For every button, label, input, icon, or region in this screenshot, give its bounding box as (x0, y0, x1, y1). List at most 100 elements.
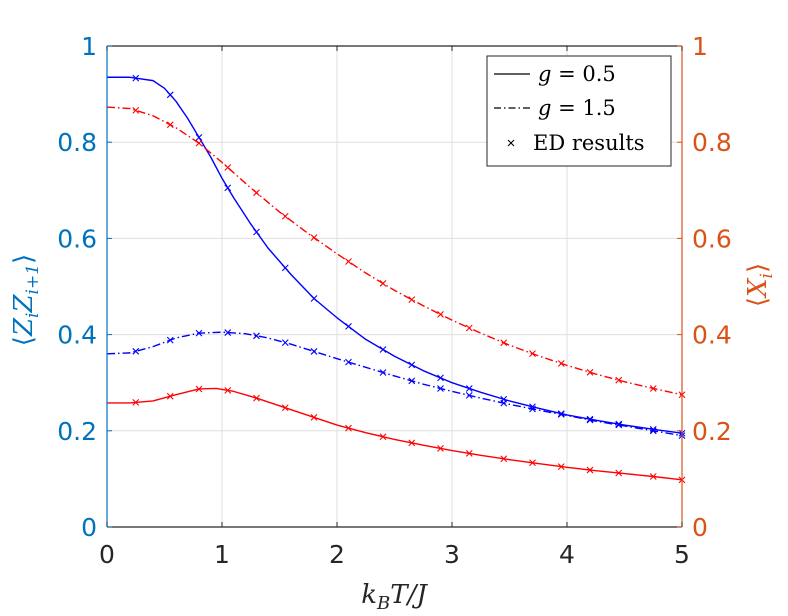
ed-marker-1-8 (379, 369, 387, 376)
ed-marker-3-5 (281, 212, 289, 220)
left-y-label-open: ⟨ (9, 336, 39, 346)
ed-marker-stroke-b (379, 346, 387, 353)
ed-marker-2-13 (529, 459, 536, 467)
ed-marker-stroke-b (379, 369, 387, 376)
ed-marker-1-9 (408, 377, 416, 385)
ed-marker-stroke-b (437, 445, 444, 452)
ed-marker-0-0 (132, 74, 140, 82)
ed-marker-stroke-b (166, 336, 174, 344)
ed-marker-3-4 (253, 189, 260, 197)
ed-marker-1-11 (465, 392, 473, 399)
ed-marker-stroke-b (437, 311, 444, 318)
right-tick-label-5: 1 (692, 32, 708, 61)
ed-marker-stroke-b (557, 360, 565, 367)
ed-marker-0-7 (345, 323, 352, 330)
ed-marker-stroke-b (529, 459, 536, 467)
ed-marker-1-3 (224, 329, 232, 336)
ed-marker-0-8 (379, 346, 387, 353)
ed-marker-0-10 (437, 374, 444, 382)
left-tick-label-2: 0.4 (57, 321, 97, 350)
ed-marker-3-2 (195, 139, 203, 147)
right-y-label-sub: i (757, 273, 777, 278)
right-y-label-close: ⟩ (743, 263, 773, 273)
right-y-label-x: X (743, 277, 773, 299)
left-tick-label-5: 1 (81, 32, 97, 61)
ed-marker-1-4 (253, 332, 260, 340)
ed-marker-0-9 (408, 361, 416, 369)
ed-marker-0-5 (281, 264, 289, 272)
right-tick-label-0: 0 (692, 513, 708, 542)
ed-marker-0-3 (224, 184, 232, 192)
left-y-label-close: ⟩ (9, 254, 39, 264)
right-tick-label-1: 0.2 (692, 417, 732, 446)
x-tick-label-5: 5 (674, 540, 690, 569)
ed-marker-3-6 (310, 234, 318, 242)
ed-marker-stroke-b (310, 295, 318, 302)
ed-marker-0-16 (615, 420, 623, 428)
ed-marker-stroke-b (195, 139, 203, 147)
ed-marker-stroke-b (224, 329, 232, 336)
x-axis-label-k: k (361, 580, 377, 610)
ed-marker-stroke-b (166, 392, 174, 400)
series-line-3 (106, 106, 683, 396)
left-tick-label-1: 0.2 (57, 417, 97, 446)
x-tick-label-2: 2 (329, 540, 345, 569)
ed-marker-stroke-b (253, 332, 260, 340)
ed-marker-stroke-b (437, 374, 444, 382)
left-y-label-sub1: i (23, 313, 43, 318)
ed-marker-stroke-b (408, 296, 416, 303)
ed-marker-stroke-b (615, 421, 623, 429)
ed-marker-3-11 (465, 324, 473, 332)
legend-g05-val: = 0.5 (551, 62, 615, 86)
ed-marker-2-2 (195, 385, 203, 393)
ed-marker-1-14 (557, 410, 565, 418)
ed-marker-stroke-b (649, 427, 657, 435)
ed-marker-stroke-b (253, 394, 260, 402)
ed-marker-stroke-b (615, 469, 623, 477)
ed-marker-3-17 (649, 385, 657, 392)
right-tick-label-2: 0.4 (692, 321, 732, 350)
ed-marker-stroke-b (166, 121, 174, 129)
ed-marker-stroke-b (195, 385, 203, 393)
ed-marker-1-13 (529, 405, 536, 413)
right-tick-label-3: 0.6 (692, 224, 732, 253)
ed-marker-1-0 (132, 347, 140, 355)
ed-marker-2-10 (437, 445, 444, 452)
ed-marker-2-17 (649, 473, 657, 480)
ed-marker-2-16 (615, 469, 623, 477)
left-tick-label-0: 0 (81, 513, 97, 542)
ed-marker-3-10 (437, 311, 444, 318)
ed-marker-0-1 (166, 91, 174, 99)
right-tick-label-4: 0.8 (692, 128, 732, 157)
ed-marker-3-14 (557, 360, 565, 367)
ed-marker-3-12 (500, 339, 508, 347)
ed-marker-stroke-b (166, 91, 174, 99)
series-layer (106, 76, 683, 481)
ed-marker-1-10 (437, 385, 444, 392)
ed-marker-2-0 (132, 399, 140, 406)
ed-marker-2-1 (166, 392, 174, 400)
ed-marker-0-13 (529, 403, 536, 411)
ed-marker-stroke-b (615, 420, 623, 428)
ed-marker-stroke-b (195, 134, 203, 141)
ed-marker-stroke-b (649, 385, 657, 392)
ed-marker-stroke-b (281, 212, 289, 220)
ed-marker-stroke-b (586, 416, 594, 424)
legend-label-g15: g = 1.5 (538, 96, 616, 120)
ed-marker-2-15 (586, 466, 594, 474)
ed-marker-stroke-b (437, 385, 444, 392)
ed-marker-stroke-b (649, 473, 657, 480)
ed-marker-stroke-b (529, 350, 536, 358)
ed-marker-stroke-b (132, 74, 140, 82)
ed-marker-3-7 (345, 258, 352, 265)
ed-marker-stroke-b (195, 329, 203, 337)
x-axis-label: kBT/J (361, 580, 428, 614)
ed-marker-0-2 (195, 134, 203, 141)
ed-marker-stroke-b (557, 463, 565, 470)
ed-marker-stroke-b (649, 425, 657, 433)
ed-marker-stroke-b (281, 264, 289, 272)
ed-marker-2-8 (379, 433, 387, 441)
ed-marker-stroke-b (529, 403, 536, 411)
ed-marker-stroke-b (465, 324, 473, 332)
